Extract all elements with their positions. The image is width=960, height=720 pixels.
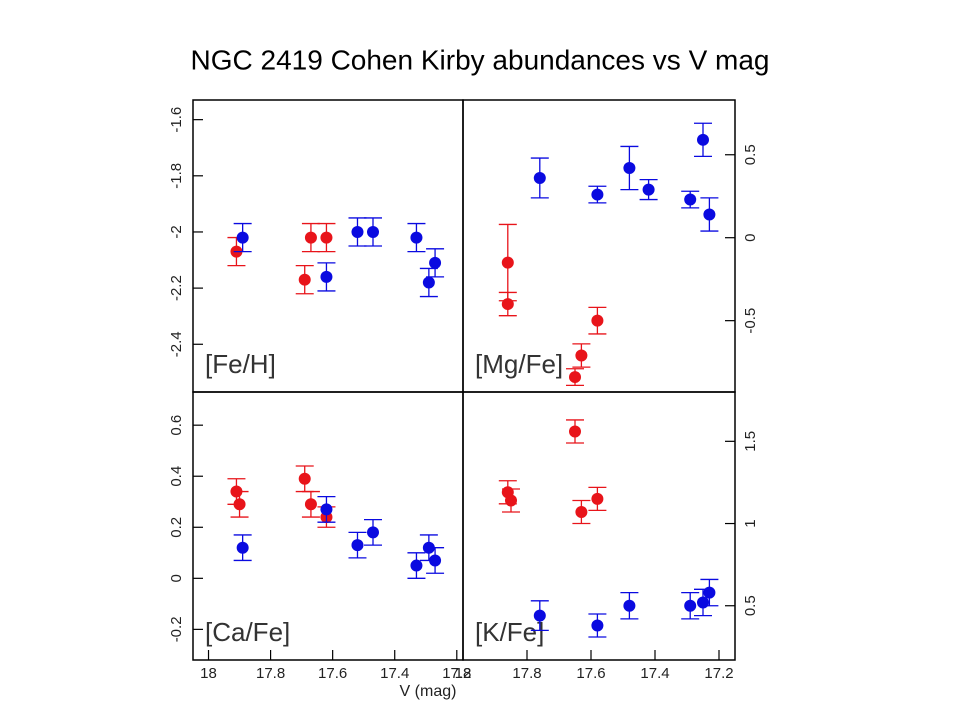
y-tick-label: 1 xyxy=(742,519,759,527)
data-point xyxy=(351,539,364,552)
data-point xyxy=(591,314,604,327)
x-tick-label: 17.6 xyxy=(576,665,605,682)
data-point xyxy=(298,273,311,286)
data-point xyxy=(351,225,364,238)
data-point xyxy=(569,371,581,384)
data-point xyxy=(501,256,514,269)
data-point xyxy=(684,599,697,612)
data-point xyxy=(410,559,423,572)
data-point xyxy=(320,270,333,283)
data-point xyxy=(236,541,249,554)
data-point xyxy=(569,425,581,438)
data-point xyxy=(575,349,588,362)
y-tick-label: -2.2 xyxy=(168,275,185,301)
data-point xyxy=(320,503,333,516)
y-tick-label: -0.2 xyxy=(168,616,185,642)
data-point xyxy=(533,609,546,622)
data-point xyxy=(575,506,588,519)
x-tick-label: 17.6 xyxy=(318,665,347,682)
data-point xyxy=(367,225,379,238)
data-point xyxy=(320,231,333,244)
x-tick-label: 18 xyxy=(455,665,472,682)
data-point xyxy=(684,193,697,206)
data-point xyxy=(697,596,709,609)
data-point xyxy=(623,162,636,175)
data-point xyxy=(304,231,317,244)
data-point xyxy=(703,208,716,221)
data-point xyxy=(623,599,636,612)
data-point xyxy=(533,171,546,184)
y-tick-label: 0.6 xyxy=(168,415,185,436)
panel-label: [Fe/H] xyxy=(205,349,276,379)
y-tick-label: -1.8 xyxy=(168,163,185,189)
y-tick-label: 1.5 xyxy=(742,431,759,452)
y-tick-label: -2 xyxy=(168,225,185,238)
data-point xyxy=(233,498,246,511)
data-point xyxy=(410,231,423,244)
data-point xyxy=(501,298,514,311)
y-tick-label: 0 xyxy=(742,234,759,242)
x-tick-label: 18 xyxy=(200,665,217,682)
data-point xyxy=(697,133,709,146)
y-tick-label: 0.2 xyxy=(168,517,185,538)
x-tick-label: 17.2 xyxy=(442,665,471,682)
panel-label: [Ca/Fe] xyxy=(205,617,290,647)
data-point xyxy=(642,183,655,196)
data-point xyxy=(422,276,435,289)
data-point xyxy=(304,498,317,511)
data-point xyxy=(703,586,716,599)
y-tick-label: -1.6 xyxy=(168,107,185,133)
data-point xyxy=(236,231,249,244)
y-tick-label: 0.5 xyxy=(742,144,759,165)
panel-label: [K/Fe] xyxy=(475,617,544,647)
panel-frame xyxy=(462,391,736,661)
data-point xyxy=(505,494,517,507)
data-point xyxy=(591,188,604,201)
data-point xyxy=(367,526,379,539)
panel-label: [Mg/Fe] xyxy=(475,349,563,379)
y-tick-label: -2.4 xyxy=(168,331,185,357)
data-point xyxy=(429,554,442,567)
data-point xyxy=(591,492,604,505)
y-tick-label: -0.5 xyxy=(742,308,759,334)
y-tick-label: 0 xyxy=(168,574,185,582)
data-point xyxy=(429,256,442,269)
y-tick-label: 0.5 xyxy=(742,595,759,616)
page-title: NGC 2419 Cohen Kirby abundances vs V mag xyxy=(191,44,770,75)
x-tick-label: 17.4 xyxy=(640,665,669,682)
x-tick-label: 17.2 xyxy=(704,665,733,682)
data-point xyxy=(591,619,604,632)
x-tick-label: 17.8 xyxy=(512,665,541,682)
x-axis-label: V (mag) xyxy=(400,683,457,700)
data-point xyxy=(298,472,311,485)
x-tick-label: 17.8 xyxy=(256,665,285,682)
y-tick-label: 0.4 xyxy=(168,466,185,487)
x-tick-label: 17.4 xyxy=(380,665,409,682)
